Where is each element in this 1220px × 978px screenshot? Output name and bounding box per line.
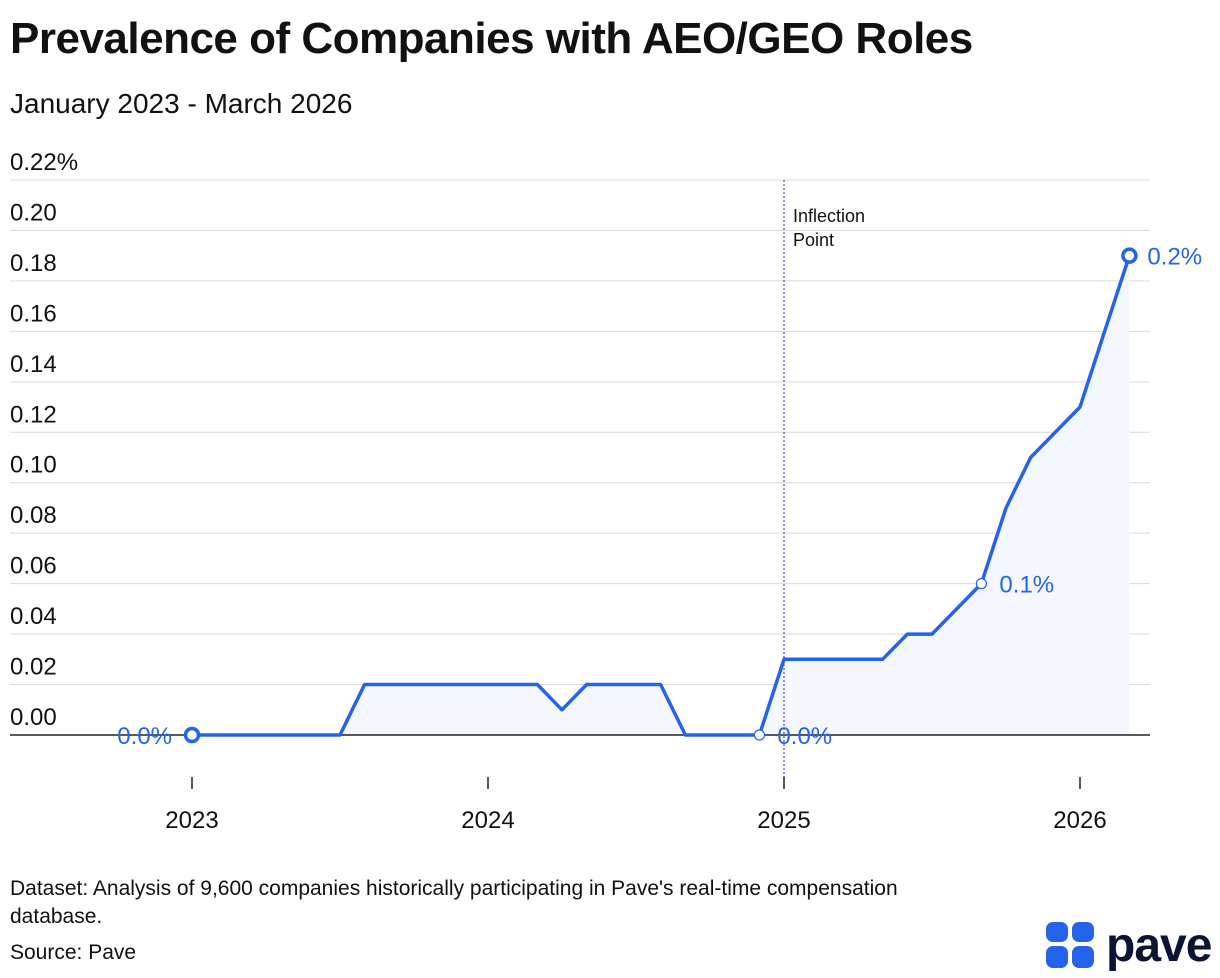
y-tick-label: 0.02 [10,654,57,681]
data-point-marker [753,729,766,741]
y-tick-label: 0.08 [10,502,57,529]
source-note: Source: Pave [10,941,137,964]
series-line [190,253,1132,737]
y-tick-label: 0.14 [10,351,57,378]
y-tick-label: 0.04 [10,603,57,630]
x-tick-label: 2024 [461,807,514,834]
y-tick-label: 0.18 [10,250,57,277]
data-label: 0.0% [117,723,172,750]
x-tick-label: 2025 [757,807,810,834]
data-point-marker [183,726,201,744]
series-area [192,255,1130,735]
annotation-label: Inflection [793,206,865,226]
y-tick-label: 0.00 [10,704,57,731]
pave-wordmark: pave [1106,919,1212,972]
y-tick-label: 0.12 [10,401,57,428]
data-point-marker [1121,247,1138,264]
line-chart: 0.00 0.02 0.04 0.06 0.08 0.10 0.12 0.14 0.16 0.18… [10,149,1202,834]
y-tick-label: 0.06 [10,553,57,580]
annotation-label: Point [793,230,834,250]
x-tick-label: 2023 [165,807,218,834]
y-tick-label: 0.16 [10,300,57,327]
chart-subtitle: January 2023 - March 2026 [10,88,353,119]
chart-title: Prevalence of Companies with AEO/GEO Rol… [10,14,973,63]
y-tick-label: 0.10 [10,452,57,479]
y-tick-label: 0.20 [10,199,57,226]
y-tick-label: 0.22% [10,149,78,176]
dataset-note: Dataset: Analysis of 9,600 companies his… [10,877,898,928]
data-label: 0.1% [999,572,1054,599]
data-label: 0.0% [777,723,832,750]
data-point-marker [975,578,988,590]
x-tick-label: 2026 [1053,807,1106,834]
pave-logo-icon [1046,922,1094,968]
data-label: 0.2% [1147,244,1202,271]
pave-logo: pave [1046,919,1212,972]
